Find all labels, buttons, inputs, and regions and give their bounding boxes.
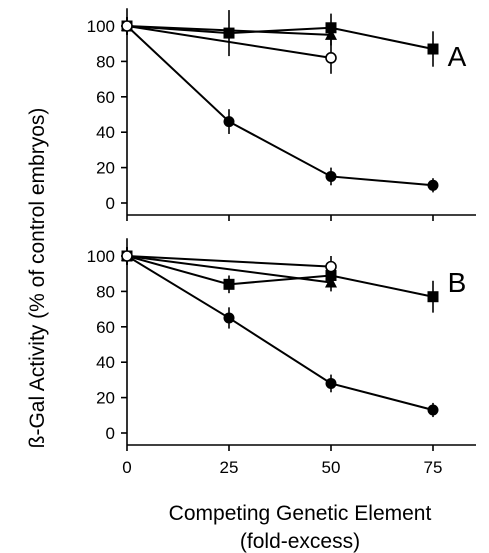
- marker-filled-circle: [325, 170, 337, 182]
- y-tick-label: 0: [106, 424, 115, 443]
- marker-open-circle: [325, 260, 337, 273]
- marker-filled-triangle: [325, 28, 337, 40]
- panel-a: 0 20 40 60 80 100 A: [87, 8, 476, 221]
- panel-label: B: [448, 267, 467, 298]
- marker-filled-square: [223, 278, 235, 290]
- y-tick-label: 0: [106, 194, 115, 213]
- y-axis-label: ß-Gal Activity (% of control embryos): [26, 108, 49, 449]
- marker-filled-circle: [325, 377, 337, 389]
- y-tick-label: 40: [96, 123, 115, 142]
- y-tick-label: 100: [87, 247, 115, 266]
- marker-open-circle: [325, 52, 337, 64]
- marker-filled-square: [223, 27, 235, 39]
- y-tick-label: 60: [96, 318, 115, 337]
- series-line-filled-triangle: [126, 255, 332, 284]
- panel-b: 0 20 40 60 80 100 0 25 50 75 B: [87, 238, 476, 477]
- series-line-filled-circle: [126, 255, 434, 411]
- y-tick-label: 40: [96, 353, 115, 372]
- x-tick-label: 50: [322, 458, 341, 477]
- marker-filled-circle: [223, 116, 235, 128]
- x-axis-label-line2: (fold-excess): [240, 530, 360, 553]
- marker-filled-triangle: [325, 276, 337, 288]
- x-tick-label: 75: [424, 458, 443, 477]
- y-tick-label: 20: [96, 389, 115, 408]
- x-tick-label: 25: [220, 458, 239, 477]
- series-line-filled-square: [126, 25, 434, 50]
- marker-open-circle: [121, 250, 133, 262]
- marker-filled-circle: [223, 312, 235, 324]
- y-tick-label: 20: [96, 159, 115, 178]
- series-line-filled-square: [126, 255, 434, 298]
- marker-filled-square: [427, 43, 439, 55]
- y-tick-label: 80: [96, 52, 115, 71]
- marker-open-circle: [121, 20, 133, 32]
- x-axis-label-line1: Competing Genetic Element: [169, 502, 432, 525]
- y-tick-label: 100: [87, 17, 115, 36]
- marker-filled-circle: [427, 179, 439, 191]
- y-tick-label: 80: [96, 282, 115, 301]
- marker-filled-circle: [427, 404, 439, 416]
- panel-label: A: [448, 41, 467, 72]
- x-tick-label: 0: [122, 458, 131, 477]
- series-line-open-circle: [126, 255, 332, 268]
- series-line-filled-circle: [126, 25, 434, 187]
- y-tick-label: 60: [96, 88, 115, 107]
- marker-filled-square: [427, 291, 439, 303]
